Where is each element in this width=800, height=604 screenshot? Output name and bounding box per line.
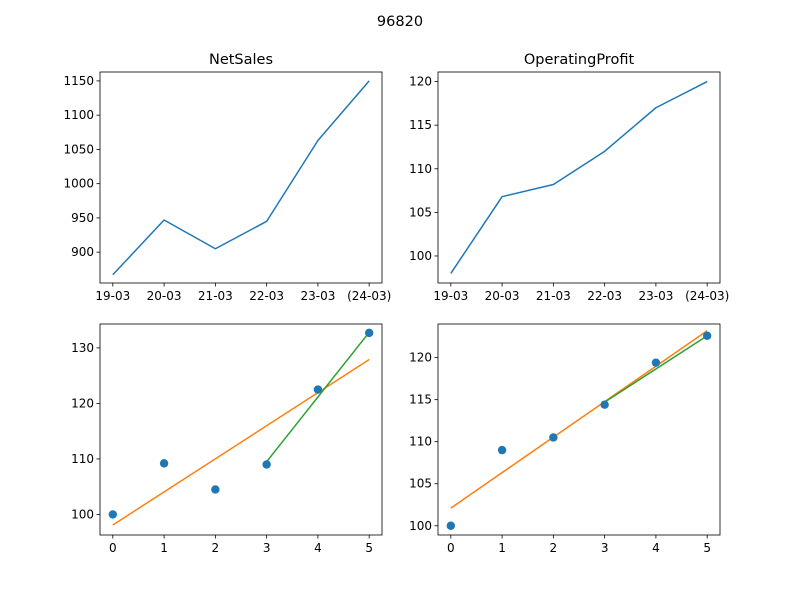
data-point <box>262 460 271 469</box>
x-tick-label: 20-03 <box>147 289 182 303</box>
x-tick-label: 2 <box>212 541 220 555</box>
trend-line-recent <box>604 335 708 403</box>
y-tick-label: 100 <box>409 519 432 533</box>
chart-panels: NetSales 19-03 20-03 21-03 22-03 23-03 (24-03)… <box>63 52 729 555</box>
panel-title: NetSales <box>209 52 273 68</box>
x-tick-label: 3 <box>601 541 609 555</box>
chart-net-sales: NetSales 19-03 20-03 21-03 22-03 23-03 (24-03)… <box>63 52 391 303</box>
plot-frame <box>437 71 721 284</box>
y-tick-label: 900 <box>71 245 94 259</box>
x-tick-label: 22-03 <box>587 289 622 303</box>
y-tick-label: 120 <box>409 351 432 365</box>
data-point <box>108 510 118 519</box>
trend-line-all <box>450 330 708 509</box>
y-tick-label: 115 <box>409 118 432 132</box>
plot-frame <box>99 323 383 536</box>
x-tick-label: (24-03) <box>685 289 729 303</box>
y-tick-label: 115 <box>409 393 432 407</box>
chart-operating-profit-index: 0 1 2 3 4 5 100 105 110 115 120 <box>409 323 721 555</box>
data-point <box>497 445 507 455</box>
x-tick-label: (24-03) <box>347 289 391 303</box>
data-point <box>446 521 456 530</box>
y-tick-label: 100 <box>71 507 94 521</box>
y-tick-label: 1000 <box>63 177 94 191</box>
y-tick-label: 120 <box>71 396 94 410</box>
x-tick-label: 1 <box>498 541 506 555</box>
y-tick-label: 1150 <box>63 74 94 88</box>
y-tick-label: 1050 <box>63 142 94 156</box>
x-tick-label: 0 <box>447 541 455 555</box>
x-tick-label: 2 <box>550 541 558 555</box>
y-tick-label: 1100 <box>63 108 94 122</box>
y-tick-label: 120 <box>409 75 432 89</box>
trend-line-recent <box>266 331 370 463</box>
x-tick-label: 23-03 <box>638 289 673 303</box>
x-tick-label: 21-03 <box>198 289 233 303</box>
y-tick-label: 950 <box>71 211 94 225</box>
series-line <box>112 80 370 276</box>
chart-net-sales-index: 0 1 2 3 4 5 100 110 120 130 <box>71 323 383 555</box>
plot-frame <box>99 71 383 284</box>
x-tick-label: 3 <box>263 541 271 555</box>
x-tick-label: 4 <box>652 541 660 555</box>
panel-title: OperatingProfit <box>524 52 635 68</box>
y-tick-label: 110 <box>409 162 432 176</box>
y-tick-label: 110 <box>71 452 94 466</box>
data-point <box>651 358 661 367</box>
y-tick-label: 105 <box>409 477 432 491</box>
x-tick-label: 19-03 <box>433 289 468 303</box>
y-tick-label: 100 <box>409 249 432 263</box>
figure-title: 96820 <box>377 14 423 30</box>
y-tick-label: 130 <box>71 341 94 355</box>
x-tick-label: 22-03 <box>249 289 284 303</box>
x-tick-label: 0 <box>109 541 117 555</box>
x-tick-label: 4 <box>314 541 322 555</box>
x-tick-label: 5 <box>365 541 373 555</box>
x-tick-label: 1 <box>160 541 168 555</box>
data-point <box>549 433 558 442</box>
y-tick-label: 110 <box>409 435 432 449</box>
chart-operating-profit: OperatingProfit 19-03 20-03 21-03 22-03 23-03… <box>409 52 729 303</box>
data-point <box>211 485 220 494</box>
data-point <box>600 400 609 409</box>
plot-frame <box>437 323 721 536</box>
x-tick-label: 23-03 <box>300 289 335 303</box>
x-tick-label: 5 <box>703 541 711 555</box>
x-tick-label: 20-03 <box>485 289 520 303</box>
x-tick-label: 21-03 <box>536 289 571 303</box>
data-point <box>702 331 712 340</box>
data-point <box>313 385 323 394</box>
series-line <box>450 80 708 274</box>
data-point <box>364 328 374 338</box>
y-tick-label: 105 <box>409 205 432 219</box>
x-tick-label: 19-03 <box>95 289 130 303</box>
data-point <box>159 459 169 468</box>
